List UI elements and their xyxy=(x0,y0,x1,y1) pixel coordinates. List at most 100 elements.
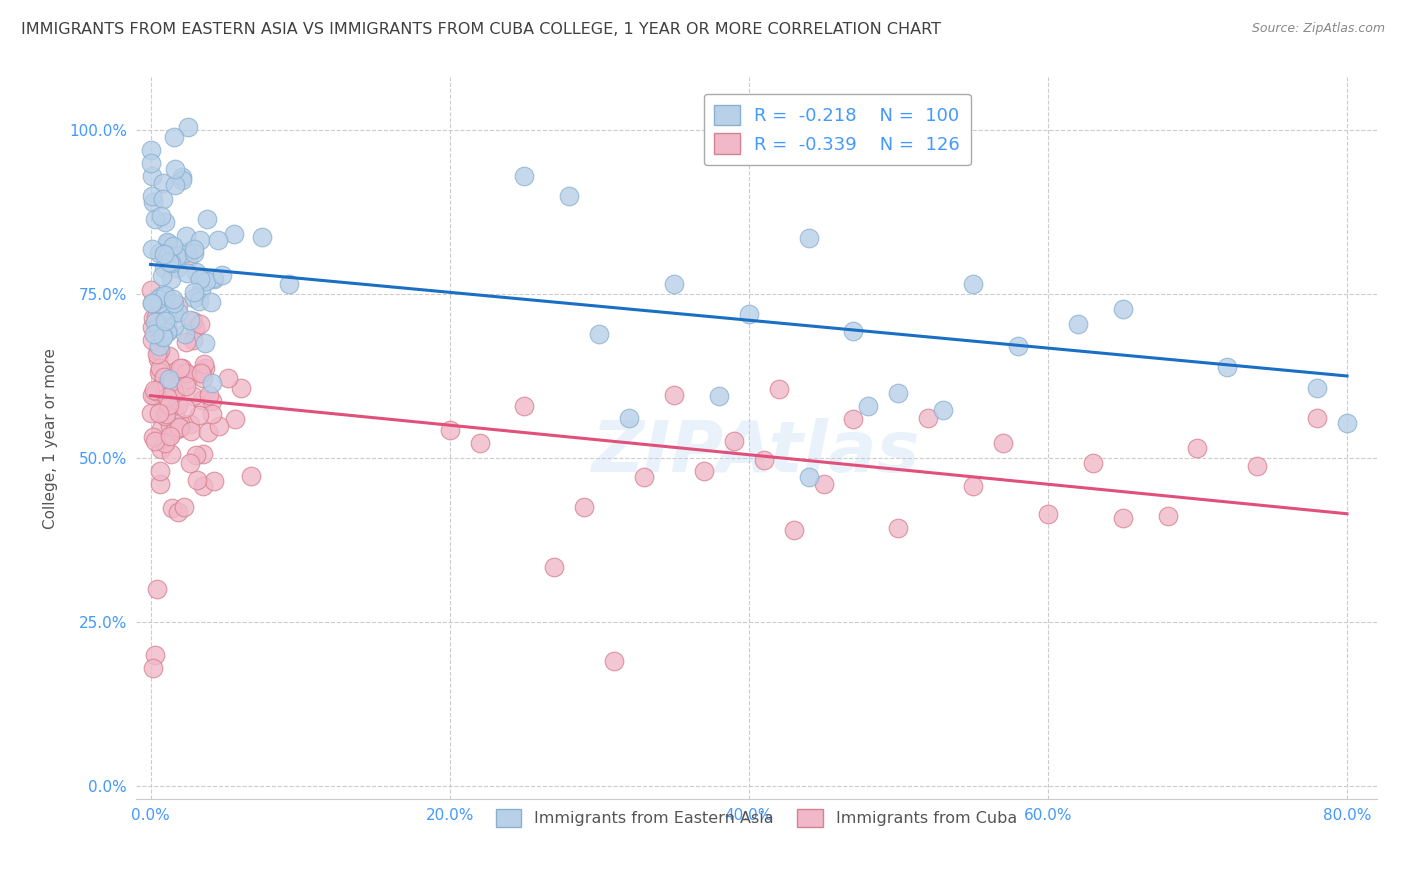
Point xyxy=(181,334,204,348)
Point xyxy=(962,479,984,493)
Point xyxy=(148,365,170,379)
Point xyxy=(1111,302,1133,317)
Point xyxy=(188,272,211,286)
Point xyxy=(155,289,177,303)
Point xyxy=(211,268,233,282)
Point xyxy=(156,401,179,416)
Point xyxy=(842,411,865,425)
Point xyxy=(159,419,181,434)
Point xyxy=(160,500,183,515)
Point xyxy=(162,239,184,253)
Point xyxy=(159,428,181,442)
Point xyxy=(153,247,176,261)
Point xyxy=(574,500,596,514)
Point xyxy=(152,329,174,343)
Point xyxy=(1156,508,1178,523)
Point xyxy=(173,401,195,415)
Point xyxy=(163,296,186,310)
Point xyxy=(146,343,169,358)
Point xyxy=(143,648,166,662)
Point xyxy=(139,283,162,297)
Point xyxy=(163,423,186,437)
Point xyxy=(186,448,208,462)
Point xyxy=(183,291,205,305)
Point xyxy=(141,296,163,310)
Point xyxy=(190,364,212,378)
Point xyxy=(156,301,179,316)
Point xyxy=(932,403,955,417)
Point xyxy=(633,470,655,484)
Point xyxy=(181,389,204,403)
Point xyxy=(768,382,790,396)
Point xyxy=(173,326,195,341)
Point xyxy=(157,255,180,269)
Point xyxy=(1306,410,1329,425)
Point xyxy=(174,366,197,380)
Point xyxy=(179,417,201,431)
Point xyxy=(142,310,165,325)
Point xyxy=(197,425,219,440)
Point xyxy=(1036,507,1059,521)
Point xyxy=(139,406,162,420)
Point xyxy=(169,416,191,430)
Point xyxy=(160,256,183,270)
Point xyxy=(141,169,163,183)
Point xyxy=(186,473,208,487)
Point xyxy=(662,277,685,292)
Point xyxy=(146,352,169,367)
Point xyxy=(887,521,910,535)
Point xyxy=(174,245,197,260)
Point xyxy=(200,294,222,309)
Point xyxy=(141,320,163,334)
Point xyxy=(162,129,184,144)
Point xyxy=(152,369,174,384)
Point xyxy=(153,287,176,301)
Point xyxy=(188,408,211,422)
Point xyxy=(693,464,716,478)
Point xyxy=(150,442,173,456)
Point xyxy=(173,500,195,514)
Point xyxy=(797,231,820,245)
Point xyxy=(153,409,176,423)
Point xyxy=(160,272,183,286)
Point xyxy=(141,189,163,203)
Point xyxy=(162,369,184,384)
Point xyxy=(176,244,198,259)
Point xyxy=(146,292,169,306)
Point xyxy=(858,399,880,413)
Point xyxy=(166,304,188,318)
Point xyxy=(191,447,214,461)
Point xyxy=(162,374,184,388)
Point xyxy=(157,378,180,392)
Point xyxy=(190,233,212,247)
Point xyxy=(145,384,167,399)
Point xyxy=(250,229,273,244)
Point xyxy=(190,283,212,297)
Point xyxy=(148,245,170,260)
Point xyxy=(143,315,166,329)
Point xyxy=(188,294,211,309)
Point xyxy=(163,306,186,320)
Point xyxy=(217,370,239,384)
Point xyxy=(184,265,207,279)
Point xyxy=(160,447,183,461)
Point xyxy=(180,424,202,438)
Point xyxy=(142,429,165,443)
Point xyxy=(162,384,184,398)
Point xyxy=(191,479,214,493)
Point xyxy=(145,310,167,324)
Point xyxy=(179,313,201,327)
Point xyxy=(157,248,180,262)
Point xyxy=(153,261,176,276)
Point xyxy=(149,288,172,302)
Point xyxy=(193,358,215,372)
Point xyxy=(155,215,177,229)
Point xyxy=(169,360,191,375)
Point xyxy=(191,392,214,407)
Point xyxy=(141,296,163,310)
Point xyxy=(141,143,163,157)
Point xyxy=(157,398,180,412)
Point xyxy=(163,178,186,192)
Point xyxy=(181,314,204,328)
Point xyxy=(1007,339,1029,353)
